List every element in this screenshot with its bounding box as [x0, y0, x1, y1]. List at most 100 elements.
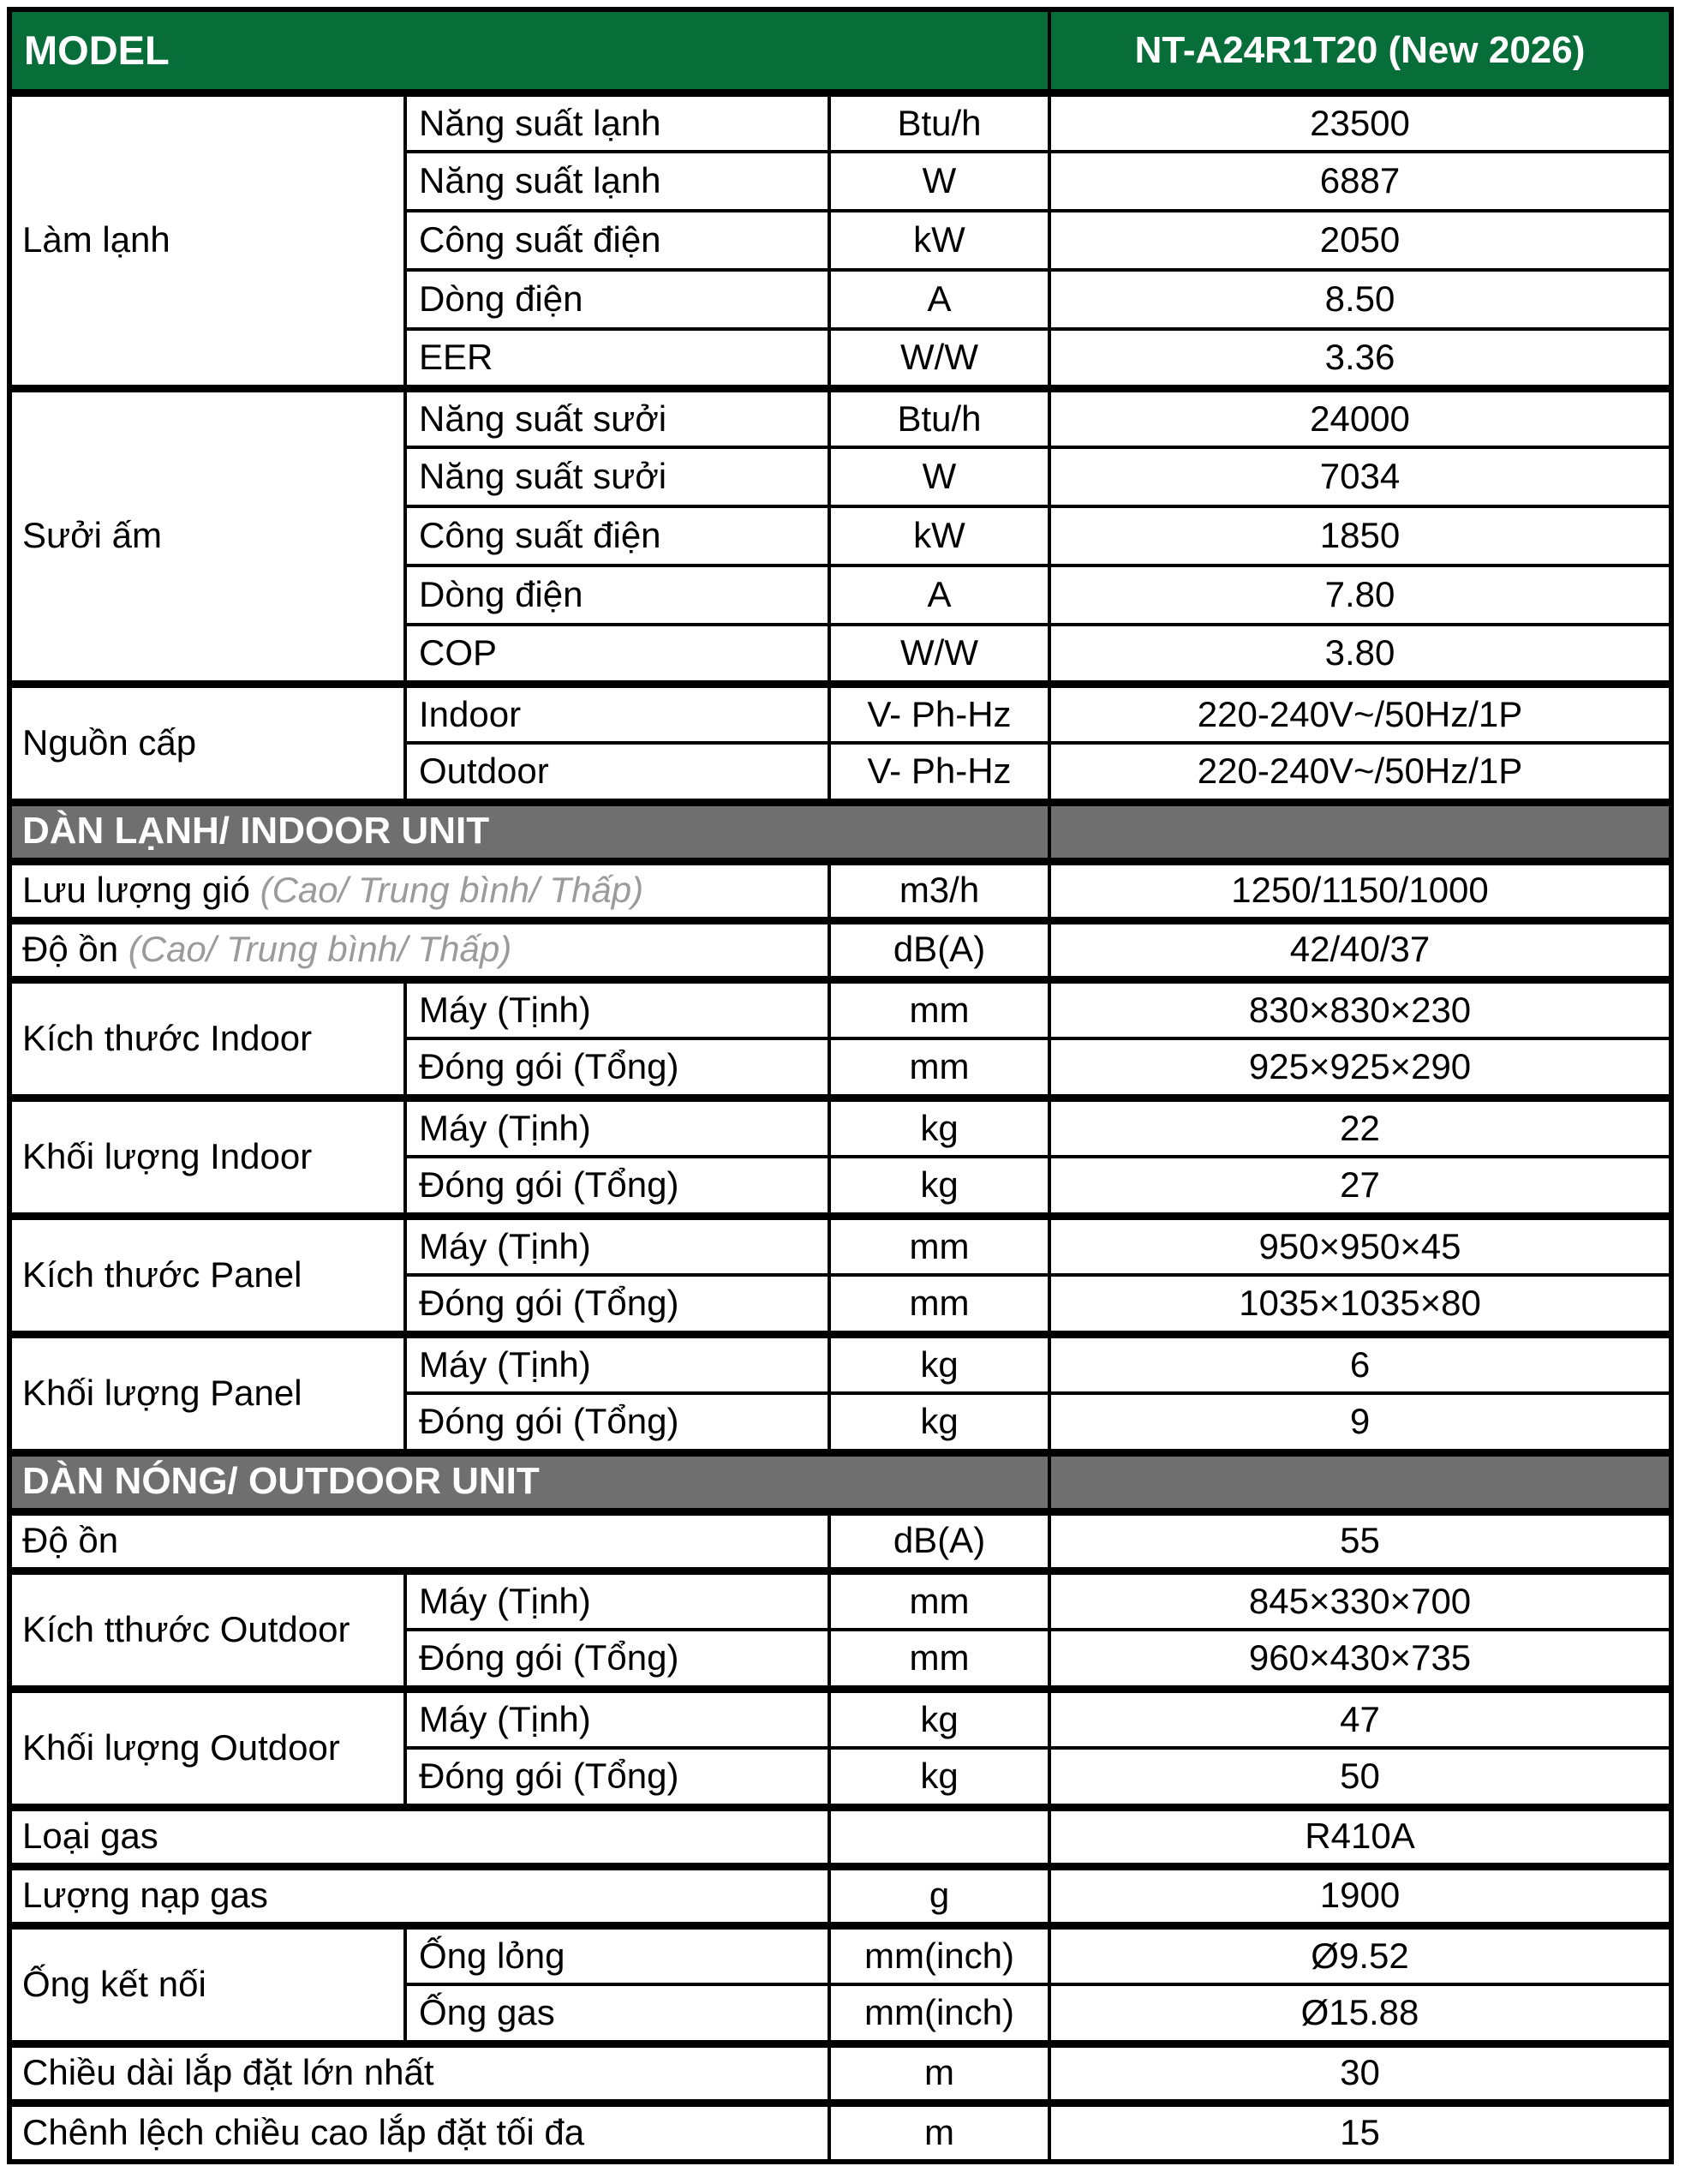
spec-value: 1850 — [1048, 505, 1674, 567]
spec-label: Năng suất sưởi — [403, 446, 831, 508]
spec-unit: Btu/h — [827, 88, 1052, 153]
section-header-spacer — [1048, 1448, 1674, 1513]
spec-unit: kg — [827, 1155, 1052, 1218]
spec-value: 220-240V~/50Hz/1P — [1048, 741, 1674, 804]
spec-value: 7034 — [1048, 446, 1674, 508]
group-label-panel-dimensions: Kích thước Panel — [8, 1212, 407, 1336]
spec-label: Máy (Tịnh) — [403, 1330, 831, 1395]
row-pipe-liquid: Ống kết nối Ống lỏng mm(inch) Ø9.52 — [8, 1921, 1674, 2045]
group-label-heating: Sưởi ấm — [8, 384, 407, 685]
cell-label-note: (Cao/ Trung bình/ Thấp) — [128, 929, 512, 970]
spec-value: 925×925×290 — [1048, 1037, 1674, 1099]
spec-label: Đóng gói (Tổng) — [403, 1273, 831, 1336]
section-indoor-unit: DÀN LẠNH/ INDOOR UNIT — [7, 798, 1674, 863]
row-outdoor-dim-gross: Đóng gói (Tổng) mm 960×430×735 — [9, 1628, 1674, 1690]
row-outdoor-noise: Độ ồn dB(A) 55 — [8, 1507, 1674, 1572]
spec-unit: mm(inch) — [827, 1983, 1052, 2045]
spec-unit: A — [827, 268, 1052, 331]
spec-unit: m — [827, 2098, 1052, 2163]
spec-unit: mm — [827, 1566, 1052, 1631]
spec-label: Outdoor — [403, 741, 831, 804]
spec-value: Ø9.52 — [1048, 1921, 1674, 1986]
spec-value: 22 — [1048, 1093, 1674, 1158]
section-header-spacer — [1048, 798, 1674, 863]
spec-unit: W — [827, 446, 1052, 508]
spec-table-body: MODEL NT-A24R1T20 (New 2026) Làm lạnh Năng … — [7, 8, 1674, 2163]
row-heating-cop: COP W/W 3.80 — [9, 623, 1674, 685]
row-gas-type: Loại gas R410A — [8, 1803, 1674, 1868]
spec-table: MODEL NT-A24R1T20 (New 2026) Làm lạnh Năng … — [7, 7, 1675, 2164]
row-panel-weight-net: Khối lượng Panel Máy (Tịnh) kg 6 — [8, 1330, 1674, 1454]
row-indoor-dim-net: Kích thước Indoor Máy (Tịnh) mm 830×830×230 — [8, 975, 1674, 1099]
spec-value: 950×950×45 — [1048, 1212, 1674, 1277]
spec-label: Năng suất lạnh — [403, 88, 831, 153]
row-cooling-eer: EER W/W 3.36 — [9, 327, 1674, 390]
cell-label-note: (Cao/ Trung bình/ Thấp) — [260, 870, 644, 911]
model-value: NT-A24R1T20 (New 2026) — [1048, 8, 1674, 94]
spec-label-with-note: Lưu lượng gió (Cao/ Trung bình/ Thấp) — [8, 857, 831, 922]
spec-unit: m — [827, 2039, 1052, 2104]
group-label-indoor-weight: Khối lượng Indoor — [8, 1093, 407, 1218]
row-indoor-noise: Độ ồn (Cao/ Trung bình/ Thấp) dB(A) 42/40/… — [8, 916, 1674, 981]
spec-label: Dòng điện — [403, 268, 831, 331]
model-label: MODEL — [7, 8, 1052, 94]
row-outdoor-weight-gross: Đóng gói (Tổng) kg 50 — [9, 1746, 1674, 1809]
row-cooling-capacity-w: Năng suất lạnh W 6887 — [9, 150, 1674, 212]
spec-unit: kg — [827, 1746, 1052, 1809]
group-label-cooling: Làm lạnh — [8, 88, 407, 390]
spec-value: 42/40/37 — [1048, 916, 1674, 981]
spec-unit: mm(inch) — [827, 1921, 1052, 1986]
cell-label-text: Lưu lượng gió — [22, 870, 250, 911]
spec-unit-empty — [827, 1803, 1052, 1868]
spec-unit: dB(A) — [827, 916, 1052, 981]
spec-unit: W/W — [827, 327, 1052, 390]
spec-unit: kg — [827, 1330, 1052, 1395]
spec-value: 3.80 — [1048, 623, 1674, 685]
spec-unit: kW — [827, 209, 1052, 272]
spec-table-wrapper: MODEL NT-A24R1T20 (New 2026) Làm lạnh Năng … — [7, 7, 1675, 2164]
spec-value: 1250/1150/1000 — [1048, 857, 1674, 922]
row-panel-weight-gross: Đóng gói (Tổng) kg 9 — [9, 1391, 1674, 1454]
spec-unit: kg — [827, 1093, 1052, 1158]
row-air-flow: Lưu lượng gió (Cao/ Trung bình/ Thấp) m3/… — [8, 857, 1674, 922]
spec-label: Ống lỏng — [403, 1921, 831, 1986]
spec-value: 7.80 — [1048, 564, 1674, 626]
row-max-height-diff: Chênh lệch chiều cao lắp đặt tối đa m 15 — [8, 2098, 1674, 2163]
row-cooling-current: Dòng điện A 8.50 — [9, 268, 1674, 331]
spec-label: Ống gas — [403, 1983, 831, 2045]
spec-value: 1035×1035×80 — [1048, 1273, 1674, 1336]
cell-label-text: Độ ồn — [22, 929, 119, 970]
spec-unit: kW — [827, 505, 1052, 567]
spec-value: R410A — [1048, 1803, 1674, 1868]
spec-value: 8.50 — [1048, 268, 1674, 331]
spec-value: 6 — [1048, 1330, 1674, 1395]
row-panel-dim-net: Kích thước Panel Máy (Tịnh) mm 950×950×45 — [8, 1212, 1674, 1336]
spec-value: 50 — [1048, 1746, 1674, 1809]
row-outdoor-weight-net: Khối lượng Outdoor Máy (Tịnh) kg 47 — [8, 1684, 1674, 1809]
section-outdoor-unit: DÀN NÓNG/ OUTDOOR UNIT — [7, 1448, 1674, 1513]
spec-label: Máy (Tịnh) — [403, 1212, 831, 1277]
spec-value: 6887 — [1048, 150, 1674, 212]
header-row: MODEL NT-A24R1T20 (New 2026) — [7, 8, 1674, 94]
spec-label: Máy (Tịnh) — [403, 1684, 831, 1750]
spec-label: Độ ồn — [8, 1507, 831, 1572]
spec-label: Đóng gói (Tổng) — [403, 1037, 831, 1099]
section-header-outdoor: DÀN NÓNG/ OUTDOOR UNIT — [7, 1448, 1052, 1513]
spec-unit: mm — [827, 975, 1052, 1040]
row-cooling-power-input: Công suất điện kW 2050 — [9, 209, 1674, 272]
spec-label: Đóng gói (Tổng) — [403, 1746, 831, 1809]
spec-unit: W/W — [827, 623, 1052, 685]
spec-label: Máy (Tịnh) — [403, 975, 831, 1040]
group-label-indoor-dimensions: Kích thước Indoor — [8, 975, 407, 1099]
spec-value: 23500 — [1048, 88, 1674, 153]
group-label-connection-pipes: Ống kết nối — [8, 1921, 407, 2045]
spec-unit: kg — [827, 1391, 1052, 1454]
spec-value: 9 — [1048, 1391, 1674, 1454]
spec-label: Máy (Tịnh) — [403, 1566, 831, 1631]
spec-value: 2050 — [1048, 209, 1674, 272]
row-indoor-dim-gross: Đóng gói (Tổng) mm 925×925×290 — [9, 1037, 1674, 1099]
row-heating-capacity-w: Năng suất sưởi W 7034 — [9, 446, 1674, 508]
section-header-indoor: DÀN LẠNH/ INDOOR UNIT — [7, 798, 1052, 863]
group-label-outdoor-weight: Khối lượng Outdoor — [8, 1684, 407, 1809]
